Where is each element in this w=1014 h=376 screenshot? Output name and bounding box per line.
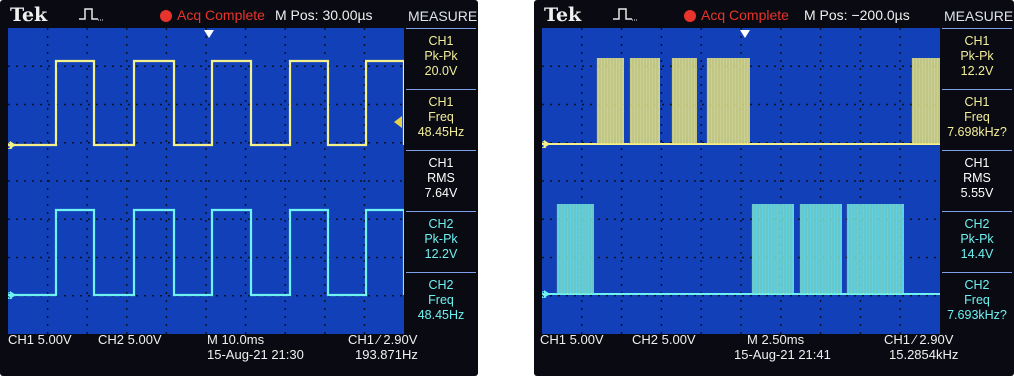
measurement-line: 7.64V xyxy=(424,186,458,200)
measurement-line: Freq xyxy=(964,293,990,307)
ch2-trace-burst xyxy=(557,204,594,294)
timebase: M 10.0ms xyxy=(207,332,265,347)
down-arrow-icon xyxy=(740,30,750,38)
ch1-trace-burst xyxy=(597,58,624,144)
measurement-5: CH2 Freq 48.45Hz xyxy=(406,272,476,333)
measurement-line: Pk-Pk xyxy=(424,232,458,246)
measurement-line: Freq xyxy=(428,293,454,307)
measurement-1: CH1 Pk-Pk 20.0V xyxy=(406,28,476,89)
measurement-line: RMS xyxy=(427,171,455,185)
waveform-display: 12 xyxy=(542,28,940,334)
channel-marker-label: 2 xyxy=(8,291,13,302)
measurement-line: RMS xyxy=(963,171,991,185)
acq-status-icon xyxy=(684,10,696,22)
channel-marker-label: 2 xyxy=(542,290,547,301)
measurement-line: CH1 xyxy=(964,95,990,109)
trigger-frequency: 193.871Hz xyxy=(355,347,418,362)
measurement-line: 20.0V xyxy=(424,64,458,78)
measurement-line: 7.693kHz? xyxy=(947,308,1007,322)
measurement-line: CH1 xyxy=(428,156,454,170)
ch2-scale: CH2 5.00V xyxy=(632,332,696,347)
pulse-edge-icon xyxy=(79,8,103,21)
measurement-3: CH1 RMS 5.55V xyxy=(942,150,1012,211)
ch1-trace-burst xyxy=(912,58,940,144)
ch2-trace xyxy=(8,208,404,297)
measurement-line: 48.45Hz xyxy=(417,125,465,139)
measurement-2: CH1 Freq 48.45Hz xyxy=(406,89,476,150)
measurement-4: CH2 Pk-Pk 14.4V xyxy=(942,211,1012,272)
waveform-display: 12 xyxy=(8,28,404,334)
measurement-line: Pk-Pk xyxy=(960,49,994,63)
acq-status-text: Acq Complete xyxy=(701,7,789,23)
ch1-scale: CH1 5.00V xyxy=(8,332,72,347)
measurement-line: Freq xyxy=(964,110,990,124)
right-arrow-icon xyxy=(10,291,16,299)
measurement-line: 48.45Hz xyxy=(417,308,465,322)
measurement-1: CH1 Pk-Pk 12.2V xyxy=(942,28,1012,89)
acq-status-icon xyxy=(160,10,172,22)
ch2-trace-burst xyxy=(847,204,904,294)
measurement-line: CH2 xyxy=(428,278,454,292)
measurement-4: CH2 Pk-Pk 12.2V xyxy=(406,211,476,272)
date-time: 15-Aug-21 21:30 xyxy=(207,347,304,362)
trigger-frequency: 15.2854kHz xyxy=(889,347,959,362)
measurement-line: CH1 xyxy=(964,156,990,170)
m-pos-readout: M Pos: 30.00µs xyxy=(275,7,373,23)
measurement-2: CH1 Freq 7.698kHz? xyxy=(942,89,1012,150)
oscilloscope-right: Tek Acq Complete M Pos: −200.0µs MEASURE… xyxy=(534,0,1014,376)
brand-logo: Tek xyxy=(544,4,582,26)
measure-title: MEASURE xyxy=(408,8,478,24)
measurement-line: 12.2V xyxy=(424,247,458,261)
measurement-line: 5.55V xyxy=(960,186,994,200)
measurement-line: CH2 xyxy=(964,217,990,231)
measurement-line: CH1 xyxy=(428,95,454,109)
measurement-line: Pk-Pk xyxy=(424,49,458,63)
brand-logo: Tek xyxy=(10,4,48,26)
measurement-line: 12.2V xyxy=(960,64,994,78)
measurement-line: CH1 xyxy=(964,34,990,48)
ch1-trace-burst xyxy=(707,58,750,144)
trigger-level: CH1 ∕ 2.90V xyxy=(348,332,418,347)
measure-title: MEASURE xyxy=(944,8,1014,24)
right-arrow-icon xyxy=(544,140,550,148)
down-arrow-icon xyxy=(204,30,214,38)
date-time: 15-Aug-21 21:41 xyxy=(734,347,831,362)
measurement-line: Pk-Pk xyxy=(960,232,994,246)
acq-status-text: Acq Complete xyxy=(177,7,265,23)
trigger-level: CH1 ∕ 2.90V xyxy=(884,332,954,347)
ch2-scale: CH2 5.00V xyxy=(98,332,162,347)
measurement-line: Freq xyxy=(428,110,454,124)
top-status-bar: Tek Acq Complete M Pos: 30.00µs MEASURE xyxy=(0,0,478,30)
measurement-line: CH2 xyxy=(428,217,454,231)
channel-marker-label: 1 xyxy=(8,141,13,152)
measurement-5: CH2 Freq 7.693kHz? xyxy=(942,272,1012,333)
measurement-line: 7.698kHz? xyxy=(947,125,1007,139)
right-arrow-icon xyxy=(544,290,550,298)
timebase: M 2.50ms xyxy=(747,332,805,347)
pulse-edge-icon xyxy=(613,8,637,21)
ch1-scale: CH1 5.00V xyxy=(540,332,604,347)
m-pos-readout: M Pos: −200.0µs xyxy=(804,7,910,23)
channel-marker-label: 1 xyxy=(542,140,547,151)
ch1-trace xyxy=(8,59,404,147)
measurement-line: 14.4V xyxy=(960,247,994,261)
measurement-line: CH1 xyxy=(428,34,454,48)
oscilloscope-left: Tek Acq Complete M Pos: 30.00µs MEASURE … xyxy=(0,0,478,376)
measurement-line: CH2 xyxy=(964,278,990,292)
measurement-3: CH1 RMS 7.64V xyxy=(406,150,476,211)
trigger-level-icon xyxy=(394,116,402,128)
top-status-bar: Tek Acq Complete M Pos: −200.0µs MEASURE xyxy=(534,0,1014,30)
right-arrow-icon xyxy=(10,141,16,149)
